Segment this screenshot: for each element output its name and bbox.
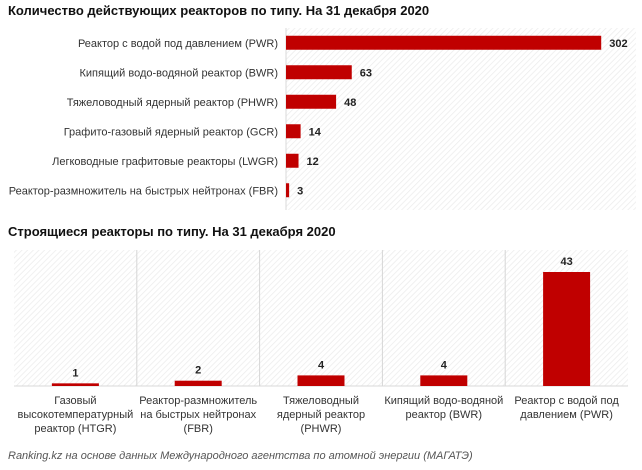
chart2-category-label: Кипящий водо-водяной реактор (BWR)	[384, 395, 503, 421]
chart1-category-label: Легководные графитовые реакторы (LWGR)	[52, 156, 278, 168]
chart2-bar	[543, 272, 591, 386]
chart1-title: Количество действующих реакторов по типу…	[8, 3, 430, 18]
chart1-category-label: Реактор с водой под давлением (PWR)	[78, 38, 278, 50]
chart1-bar	[286, 65, 352, 80]
chart2-data-label: 4	[318, 359, 325, 371]
chart1-bar	[286, 35, 602, 50]
chart1-plot-area	[286, 28, 636, 210]
chart1-category-label: Кипящий водо-водяной реактор (BWR)	[79, 67, 278, 79]
chart1-data-label: 48	[344, 97, 356, 109]
chart2-plot-area	[14, 250, 628, 386]
operating-reactors-chart: Реактор с водой под давлением (PWR) 302 Ки…	[9, 28, 636, 210]
chart1-data-label: 12	[307, 156, 319, 168]
chart2-data-label: 1	[72, 367, 78, 379]
chart2-category-label: Газовый высокотемпературный реактор (HTGR)	[18, 395, 134, 435]
chart2-data-label: 4	[441, 359, 448, 371]
chart2-bar	[51, 383, 99, 386]
chart1-category-label: Графито-газовый ядерный реактор (GCR)	[64, 126, 278, 138]
chart1-bar	[286, 183, 290, 198]
chart2-category-label: Реактор с водой под давлением (PWR)	[514, 395, 619, 421]
construction-reactors-chart: 1 Газовый высокотемпературный реактор (HTGR…	[14, 250, 628, 435]
chart2-title: Строящиеся реакторы по типу. На 31 декаб…	[8, 224, 336, 239]
chart1-data-label: 14	[309, 126, 322, 138]
source-note: Ranking.kz на основе данных Международно…	[8, 450, 473, 462]
chart1-data-label: 63	[360, 67, 372, 79]
chart2-data-label: 43	[560, 256, 572, 268]
chart2-bar	[420, 375, 468, 386]
chart1-bar	[286, 153, 299, 168]
chart2-bar	[174, 380, 222, 386]
chart1-bar	[286, 94, 337, 109]
chart1-category-label: Реактор-размножитель на быстрых нейтрона…	[9, 185, 278, 197]
chart1-bar	[286, 124, 301, 139]
chart2-bar	[297, 375, 345, 386]
chart1-data-label: 3	[297, 185, 303, 197]
chart2-category-label: Тяжеловодный ядерный реактор (PHWR)	[277, 395, 365, 435]
chart2-category-label: Реактор-размножитель на быстрых нейтронах…	[139, 395, 257, 435]
chart1-category-label: Тяжеловодный ядерный реактор (PHWR)	[67, 97, 278, 109]
chart2-data-label: 2	[195, 365, 201, 377]
chart1-data-label: 302	[609, 38, 627, 50]
